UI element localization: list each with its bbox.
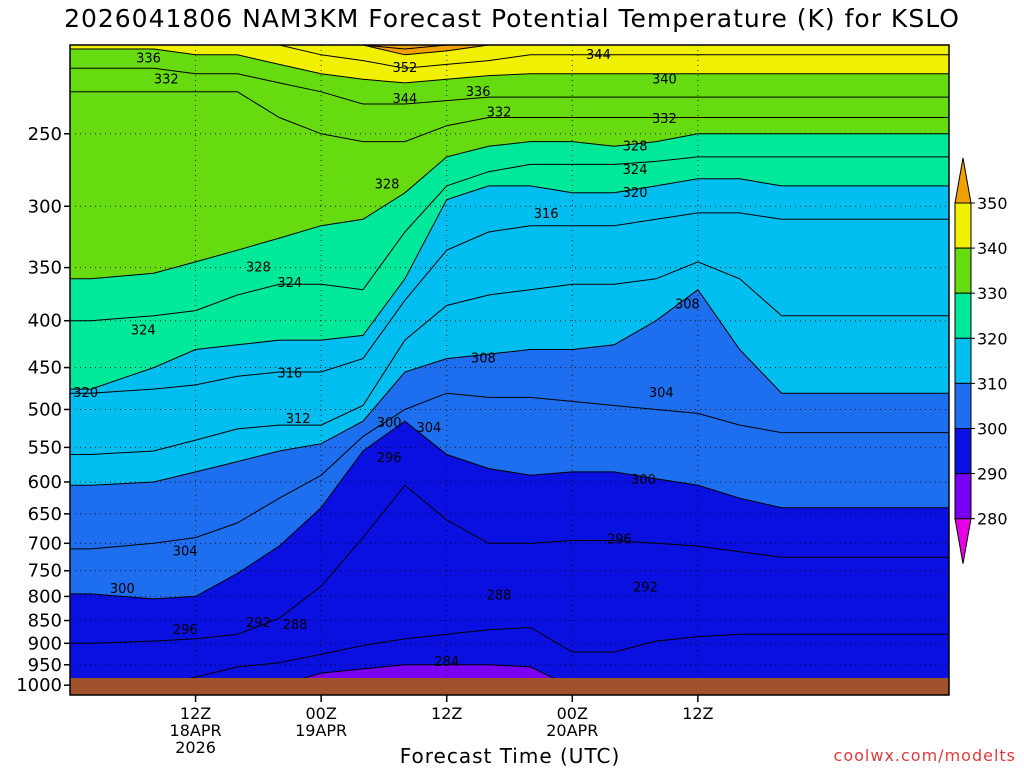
y-tick-label: 1000 [16, 675, 62, 696]
contour-label: 352 [392, 61, 417, 76]
contour-label: 308 [675, 297, 700, 312]
contour-label: 324 [277, 276, 302, 291]
contour-line-304 [70, 392, 949, 550]
x-tick-label: 12Z [682, 704, 713, 723]
x-tick-label: 00Z [557, 704, 588, 723]
chart-title: 2026041806 NAM3KM Forecast Potential Tem… [64, 4, 960, 33]
contour-label: 328 [246, 261, 271, 276]
gridlines [70, 45, 949, 695]
colorbar-label: 350 [977, 194, 1008, 213]
y-tick-label: 500 [28, 399, 62, 420]
contour-line-308 [70, 288, 949, 486]
contour-label: 308 [471, 352, 496, 367]
colorbar: 350 340 330 320 310 300 290 280 [954, 157, 1008, 564]
contour-label: 296 [377, 451, 402, 466]
contour-line-344 [70, 45, 949, 69]
colorbar-label: 330 [977, 284, 1008, 303]
plot-frame [69, 44, 950, 696]
y-axis: 2503003504004505005506006507007508008509… [16, 124, 70, 696]
y-tick-label: 950 [28, 655, 62, 676]
colorbar-arrow-top [954, 157, 972, 204]
x-tick-label: 2026 [175, 738, 216, 757]
y-tick-label: 850 [28, 611, 62, 632]
contour-label: 316 [534, 207, 559, 222]
colorbar-label: 320 [977, 329, 1008, 348]
y-tick-label: 350 [28, 258, 62, 279]
contour-label: 292 [246, 616, 271, 631]
contour-label: 300 [631, 473, 656, 488]
colorbar-segment [954, 337, 972, 384]
x-tick-label: 12Z [180, 704, 211, 723]
contour-label: 324 [131, 324, 156, 339]
contour-label: 328 [375, 177, 400, 192]
y-tick-label: 650 [28, 504, 62, 525]
contour-label: 312 [286, 412, 311, 427]
contour-label: 316 [277, 367, 302, 382]
contour-line-296 [70, 484, 949, 644]
y-tick-label: 750 [28, 561, 62, 582]
colorbar-segment [954, 382, 972, 429]
y-tick-label: 700 [28, 533, 62, 554]
x-tick-label: 12Z [431, 704, 462, 723]
contour-label: 344 [392, 92, 417, 107]
contour-label: 284 [434, 655, 459, 670]
contour-label: 296 [173, 623, 198, 638]
contour-label: 288 [487, 588, 512, 603]
y-tick-label: 900 [28, 633, 62, 654]
contour-label: 292 [633, 580, 658, 595]
colorbar-segment [954, 292, 972, 339]
ground-surface [70, 678, 949, 695]
contour-label: 288 [283, 618, 308, 633]
contour-line-340 [70, 48, 949, 84]
contour-label: 320 [623, 186, 648, 201]
contour-line-328 [70, 133, 949, 280]
colorbar-segment [954, 247, 972, 294]
contour-label: 300 [377, 416, 402, 431]
contour-label: 336 [466, 85, 491, 100]
contour-label: 344 [586, 48, 611, 63]
y-tick-label: 300 [28, 196, 62, 217]
contour-label: 328 [623, 139, 648, 154]
x-tick-label: 18APR [170, 721, 222, 740]
y-tick-label: 450 [28, 358, 62, 379]
x-tick-label: 20APR [546, 721, 598, 740]
colorbar-label: 340 [977, 239, 1008, 258]
contour-label: 300 [110, 582, 135, 597]
credit-text[interactable]: coolwx.com/modelts [833, 746, 1016, 765]
contour-labels: 336 332 352 344 344 336 340 332 332 328 324 320 328 3… [73, 48, 700, 670]
contour-label: 296 [607, 532, 632, 547]
y-tick-label: 550 [28, 437, 62, 458]
contour-label: 304 [649, 386, 674, 401]
y-tick-label: 800 [28, 586, 62, 607]
contour-label: 304 [417, 421, 442, 436]
x-tick-label: 00Z [305, 704, 336, 723]
x-axis-label: Forecast Time (UTC) [399, 744, 621, 768]
y-tick-label: 400 [28, 311, 62, 332]
colorbar-arrow-bottom [954, 518, 972, 564]
colorbar-segment [954, 428, 972, 475]
contour-label: 340 [652, 72, 677, 87]
contour-line-320 [70, 178, 949, 390]
colorbar-segment [954, 473, 972, 520]
colorbar-label: 310 [977, 374, 1008, 393]
contour-label: 320 [73, 386, 98, 401]
colorbar-segment [954, 202, 972, 249]
contour-label: 324 [623, 163, 648, 178]
contour-line-292 [70, 626, 949, 686]
colorbar-label: 290 [977, 465, 1008, 484]
contour-label: 336 [136, 52, 161, 67]
fill-band-344 [70, 45, 949, 69]
y-tick-label: 250 [28, 124, 62, 145]
contour-label: 332 [652, 112, 677, 127]
contour-label: 304 [173, 545, 198, 560]
contour-label: 332 [154, 72, 179, 87]
colorbar-label: 280 [977, 510, 1008, 529]
contour-label: 332 [487, 106, 512, 121]
colorbar-label: 300 [977, 420, 1008, 439]
x-tick-label: 19APR [295, 721, 347, 740]
y-tick-label: 600 [28, 472, 62, 493]
